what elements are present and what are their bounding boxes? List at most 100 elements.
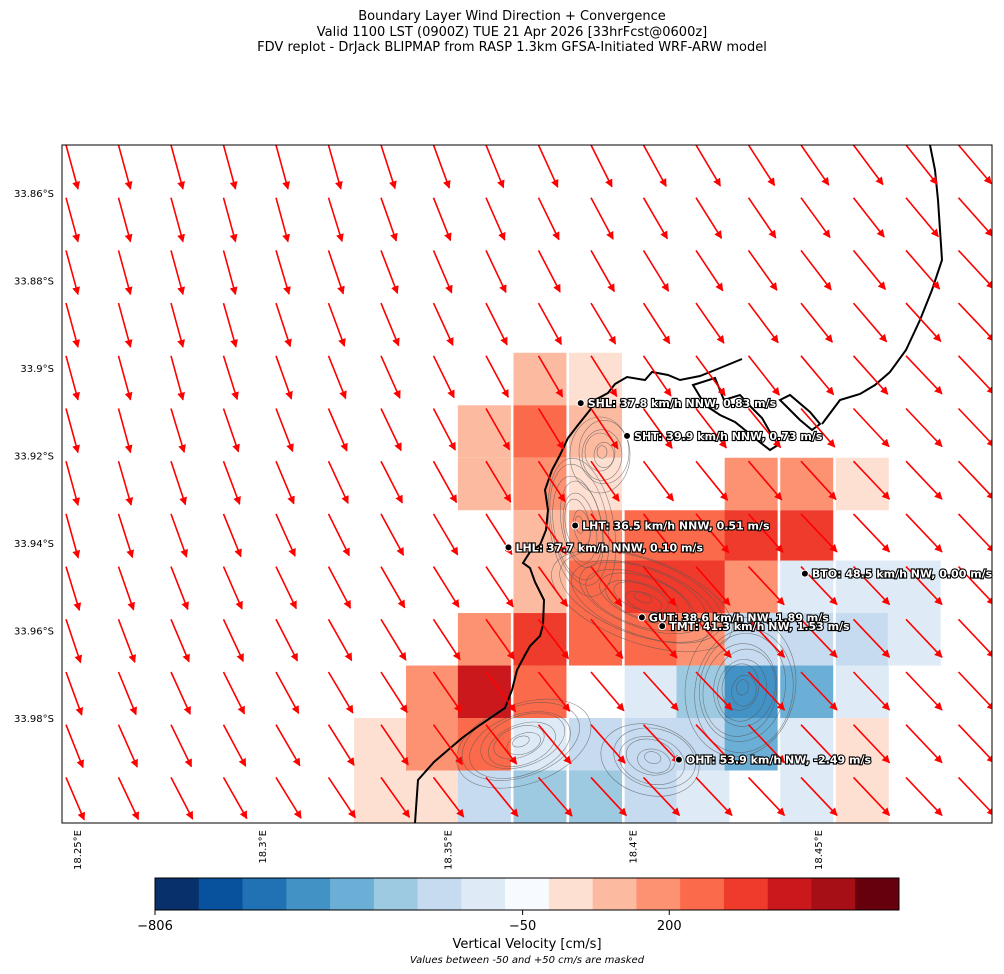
convergence-cell (835, 613, 889, 666)
wind-arrow (905, 776, 943, 816)
convergence-cell (780, 457, 834, 511)
convergence-cell (780, 560, 834, 614)
wind-arrow (642, 776, 681, 816)
wind-arrow (65, 355, 80, 401)
wind-arrow (222, 408, 240, 453)
wind-arrow (117, 513, 135, 559)
wind-arrow (590, 197, 614, 240)
colorbar-segment (461, 878, 506, 910)
terrain-contour (618, 736, 685, 785)
convergence-cell (513, 352, 567, 406)
colorbar-segment (155, 878, 200, 910)
wind-arrow (852, 197, 885, 238)
convergence-cell (724, 665, 778, 719)
wind-arrow (222, 250, 238, 296)
wind-arrow (222, 777, 248, 820)
wind-arrow (747, 407, 782, 449)
wind-arrow (65, 145, 80, 190)
wind-arrow (590, 460, 620, 502)
colorbar: −806 −50 200 (137, 877, 900, 934)
wind-arrow (380, 145, 397, 190)
wind-arrow (117, 302, 133, 348)
wind-arrow (65, 408, 80, 454)
terrain-contour (578, 420, 630, 484)
wind-arrow (327, 145, 343, 190)
wind-arrow (957, 249, 992, 290)
terrain-contour (596, 445, 608, 459)
wind-arrow (642, 724, 680, 764)
wind-arrow (695, 618, 732, 659)
terrain-contour (512, 735, 530, 748)
wind-arrow (590, 408, 619, 450)
wind-arrow (170, 145, 185, 190)
wind-arrow (327, 724, 355, 766)
wind-arrow (957, 566, 992, 606)
terrain-contour (549, 463, 610, 586)
colorbar-frame (154, 877, 900, 911)
convergence-cell (513, 405, 567, 458)
wind-arrow (65, 302, 80, 348)
terrain-contour (736, 679, 749, 696)
chart-title: Boundary Layer Wind Direction + Converge… (0, 9, 1004, 56)
convergence-cell (624, 665, 678, 719)
wind-arrow (957, 513, 992, 553)
wind-arrow (537, 460, 566, 503)
convergence-cell (354, 718, 408, 771)
convergence-cell (569, 613, 623, 666)
wind-arrow (644, 830, 680, 868)
wind-arrow (800, 724, 838, 764)
wind-arrow (695, 566, 731, 606)
wind-arrow (852, 407, 890, 448)
wind-arrow (432, 618, 461, 661)
wind-arrow (959, 830, 995, 868)
convergence-cell (457, 613, 511, 666)
wind-arrow (590, 671, 625, 712)
station-dot-gut (637, 613, 646, 622)
wind-arrow (65, 250, 80, 296)
wind-arrow (327, 513, 350, 557)
wind-arrow (747, 671, 786, 711)
convergence-cell (406, 770, 460, 823)
wind-arrow (222, 513, 242, 558)
wind-arrow (695, 408, 727, 449)
wind-arrow (747, 460, 783, 501)
wind-arrow (695, 460, 729, 501)
wind-arrow (747, 355, 780, 396)
station-dot-lhl (504, 543, 513, 552)
wind-arrow (275, 197, 290, 243)
title-line-2: Valid 1100 LST (0900Z) TUE 21 Apr 2026 [… (316, 24, 708, 40)
wind-arrow (170, 408, 186, 453)
convergence-cell (513, 510, 567, 563)
terrain-contour (644, 751, 662, 764)
wind-arrow (800, 407, 836, 448)
wind-arrow (327, 197, 344, 243)
wind-arrow (485, 408, 511, 451)
terrain-contour (694, 628, 794, 753)
wind-arrow (590, 724, 626, 764)
wind-arrow (957, 671, 992, 711)
wind-arrow (117, 724, 138, 768)
wind-arrow (380, 355, 401, 399)
wind-arrow (957, 776, 992, 816)
wind-arrow (747, 302, 779, 344)
wind-arrow (485, 250, 507, 294)
wind-arrow (222, 618, 244, 663)
wind-arrow (170, 724, 193, 768)
wind-arrow (275, 145, 290, 190)
wind-arrow (432, 513, 459, 556)
wind-arrow (905, 355, 943, 395)
wind-vectors (65, 145, 995, 868)
terrain-contour (559, 550, 723, 644)
terrain-contour (564, 498, 591, 552)
wind-arrow (222, 355, 239, 401)
convergence-cell (569, 770, 623, 823)
wind-arrow (65, 460, 80, 506)
station-label-tmt: TMT: 41.3 km/h NW, 1.53 m/s (669, 620, 850, 633)
wind-arrow (275, 302, 292, 348)
terrain-contour (469, 711, 571, 779)
station-dot-sht (623, 431, 632, 440)
wind-arrow (380, 566, 406, 609)
wind-arrow (485, 671, 517, 713)
terrain-contour (506, 732, 541, 756)
wind-arrow (537, 724, 572, 765)
